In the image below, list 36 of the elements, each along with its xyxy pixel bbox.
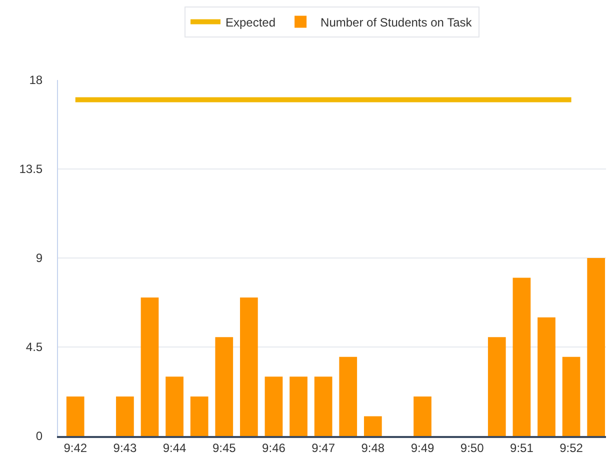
bar [240, 298, 258, 436]
bar [66, 396, 84, 436]
bar [364, 416, 382, 436]
bar [538, 317, 556, 436]
bar [215, 337, 234, 436]
x-tick-label: 9:46 [262, 441, 286, 456]
y-tick-label: 9 [36, 251, 43, 266]
y-tick-label: 13.5 [19, 162, 43, 176]
bar [414, 396, 432, 436]
y-tick-label: 0 [36, 429, 43, 444]
bar [562, 356, 580, 436]
x-tick-label: 9:50 [460, 441, 484, 456]
bar [264, 376, 283, 436]
x-tick-label: 9:47 [312, 441, 336, 456]
bar [290, 376, 308, 436]
x-tick-label: 9:45 [212, 441, 236, 456]
bar [190, 396, 208, 436]
bar [166, 376, 184, 436]
legend-label: Expected [226, 15, 276, 30]
bar [488, 337, 506, 436]
bar [314, 376, 332, 436]
x-tick-label: 9:44 [162, 441, 187, 456]
bar [116, 396, 134, 436]
bar [587, 258, 606, 436]
x-tick-label: 9:49 [410, 441, 435, 456]
legend-label: Number of Students on Task [320, 15, 473, 30]
y-tick-label: 4.5 [26, 340, 43, 354]
bar [339, 356, 358, 436]
x-tick-label: 9:43 [113, 441, 137, 456]
bar [512, 278, 531, 436]
x-tick-label: 9:42 [64, 441, 88, 456]
y-tick-label: 18 [29, 73, 43, 88]
x-tick-label: 9:51 [510, 441, 534, 456]
x-tick-label: 9:52 [560, 441, 584, 456]
x-tick-label: 9:48 [361, 441, 385, 456]
bar [140, 298, 159, 436]
